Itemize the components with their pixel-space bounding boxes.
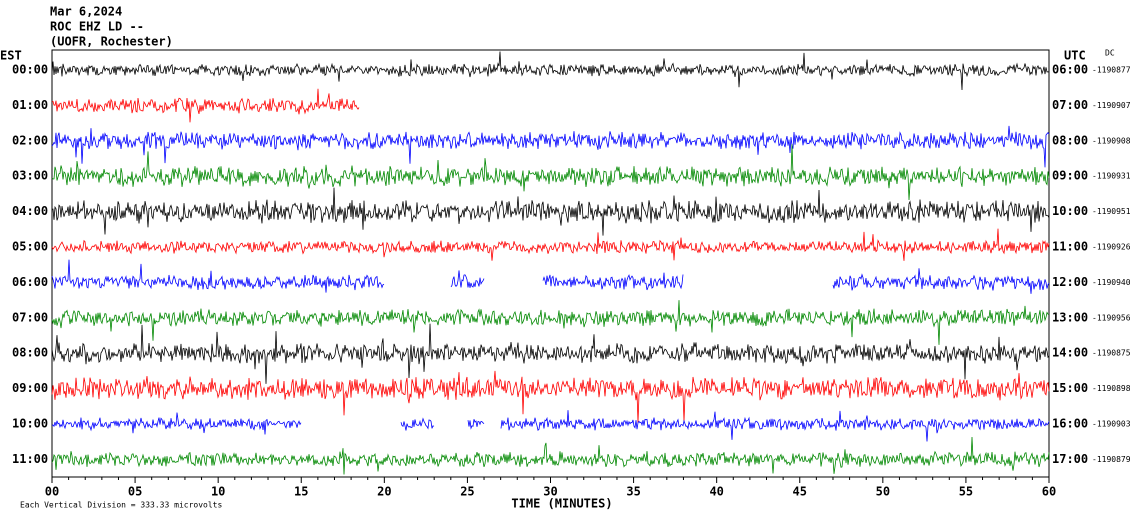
trace	[51, 300, 1050, 345]
trace	[51, 259, 385, 293]
trace	[832, 268, 1050, 294]
trace	[51, 370, 1050, 423]
utc-hour: 09:00	[1052, 169, 1088, 183]
dc-value: -1190940	[1092, 278, 1130, 287]
dc-value: -1190926	[1092, 243, 1130, 252]
est-hour: 02:00	[12, 133, 48, 147]
traces	[51, 51, 1050, 475]
dc-value: -1190898	[1092, 384, 1130, 393]
x-tick-label: 45	[793, 485, 807, 499]
trace	[51, 412, 302, 435]
trace	[51, 51, 1050, 91]
utc-hour: 08:00	[1052, 133, 1088, 147]
est-hour: 05:00	[12, 240, 48, 254]
station: ROC EHZ LD --	[50, 20, 144, 34]
utc-hour: 14:00	[1052, 346, 1088, 360]
utc-hour: 06:00	[1052, 63, 1088, 77]
x-tick-label: 05	[128, 485, 142, 499]
trace	[51, 323, 1050, 384]
utc-hour: 15:00	[1052, 381, 1088, 395]
dc-value: -1190907	[1092, 101, 1130, 110]
est-label: EST	[0, 49, 22, 63]
date: Mar 6,2024	[50, 5, 122, 19]
location: (UOFR, Rochester)	[50, 35, 173, 49]
trace	[500, 410, 1050, 442]
footnote: Each Vertical Division = 333.33 microvol…	[20, 501, 222, 510]
x-tick-label: 10	[211, 485, 225, 499]
trace	[400, 417, 435, 431]
dc-value: -1190877	[1092, 66, 1130, 75]
est-hour: 10:00	[12, 417, 48, 431]
utc-hour: 13:00	[1052, 310, 1088, 324]
x-axis-label: TIME (MINUTES)	[511, 497, 612, 511]
dc-value: -1190931	[1092, 172, 1130, 181]
utc-hour: 07:00	[1052, 98, 1088, 112]
dc-value: -1190908	[1092, 136, 1130, 145]
trace	[450, 270, 485, 288]
x-tick-label: 55	[959, 485, 973, 499]
trace	[51, 125, 1050, 168]
trace	[51, 228, 1050, 261]
utc-hour: 12:00	[1052, 275, 1088, 289]
utc-label: UTC	[1064, 49, 1086, 63]
x-tick-label: 40	[709, 485, 723, 499]
trace	[51, 88, 360, 123]
est-hour: 00:00	[12, 63, 48, 77]
dc-value: -1190903	[1092, 420, 1130, 429]
x-tick-label: 00	[45, 485, 59, 499]
trace	[51, 187, 1050, 236]
plot-frame	[51, 49, 1050, 478]
est-hour: 03:00	[12, 169, 48, 183]
est-hour: 11:00	[12, 452, 48, 466]
utc-hour: 17:00	[1052, 452, 1088, 466]
utc-hour: 10:00	[1052, 204, 1088, 218]
x-tick-label: 30	[543, 485, 557, 499]
utc-hour: 16:00	[1052, 417, 1088, 431]
x-tick-label: 20	[377, 485, 391, 499]
dc-value: -1190951	[1092, 207, 1130, 216]
est-hour: 06:00	[12, 275, 48, 289]
dc-label: DC	[1105, 49, 1115, 58]
utc-hour: 11:00	[1052, 240, 1088, 254]
est-hour: 01:00	[12, 98, 48, 112]
trace	[542, 272, 684, 291]
trace	[51, 436, 1050, 475]
est-hour: 09:00	[12, 381, 48, 395]
x-tick-label: 35	[626, 485, 640, 499]
trace	[467, 419, 485, 430]
est-hour: 07:00	[12, 310, 48, 324]
dc-value: -1190956	[1092, 313, 1130, 322]
est-hour: 04:00	[12, 204, 48, 218]
trace	[51, 144, 1050, 201]
est-hour: 08:00	[12, 346, 48, 360]
x-tick-label: 15	[294, 485, 308, 499]
dc-value: -1190879	[1092, 455, 1130, 464]
x-tick-label: 60	[1042, 485, 1056, 499]
dc-value: -1190875	[1092, 349, 1130, 358]
x-tick-label: 25	[460, 485, 474, 499]
x-tick-label: 50	[876, 485, 890, 499]
